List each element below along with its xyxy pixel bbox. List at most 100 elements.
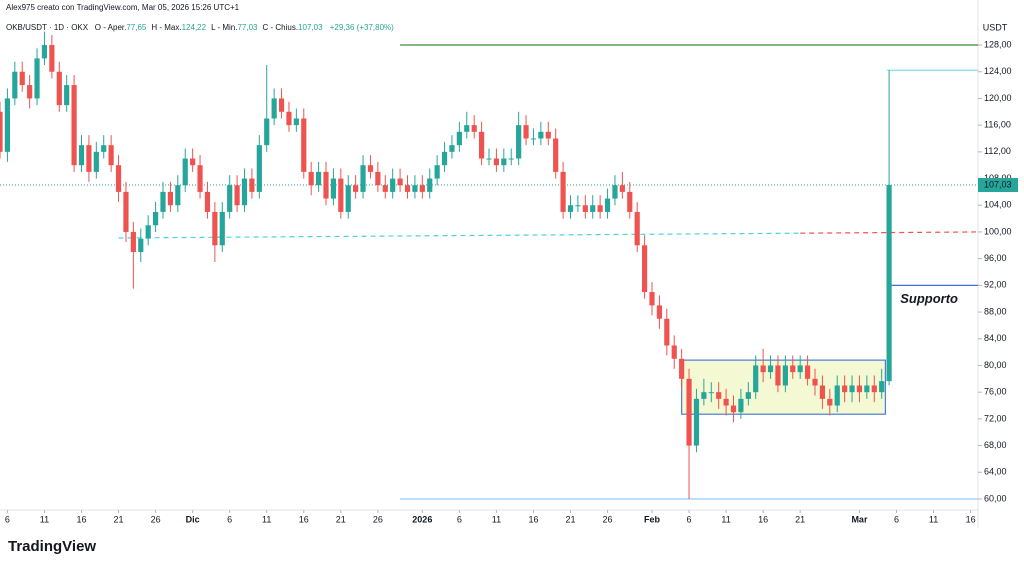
y-tick-label: 124,00 [984, 66, 1012, 76]
candle-body [871, 385, 877, 393]
candle-body [686, 378, 692, 446]
candle-body [486, 158, 492, 160]
x-tick-label: 26 [603, 514, 613, 524]
candle-body [538, 131, 544, 139]
y-tick-label: 120,00 [984, 93, 1012, 103]
candle-body [175, 185, 181, 206]
candle-body [78, 145, 85, 166]
candle-body [723, 398, 729, 406]
x-tick-label: 21 [336, 514, 346, 524]
legend: OKB/USDT · 1D · OKX O - Aper.77,65 H - Ma… [6, 23, 399, 32]
trend-line [118, 232, 801, 239]
candle-body [375, 171, 381, 186]
candle-body [471, 125, 477, 132]
candle-body [634, 211, 640, 246]
candle-body [64, 85, 70, 106]
x-tick-label: 6 [687, 514, 692, 524]
candle-body [234, 185, 240, 206]
candle-body [419, 185, 425, 192]
x-tick-label: 11 [40, 514, 49, 524]
candle-body [775, 365, 781, 386]
y-tick-label: 96,00 [984, 253, 1007, 263]
unit: USDT [983, 22, 1008, 32]
candle-body [649, 292, 655, 306]
candle-body [93, 151, 99, 172]
x-tick-label: 16 [76, 514, 86, 524]
candle-body [879, 381, 885, 393]
x-tick-label: Feb [644, 514, 661, 524]
y-tick-label: 68,00 [984, 440, 1007, 450]
candle-body [367, 165, 374, 172]
candle-body [12, 71, 18, 99]
candle-body [34, 58, 40, 99]
candle-body [449, 145, 455, 152]
y-tick-label: 64,00 [984, 467, 1007, 477]
candle-body [441, 151, 448, 166]
candle-body [212, 211, 218, 246]
candle-body [478, 131, 485, 159]
y-tick-label: 116,00 [984, 120, 1011, 130]
candle-body [523, 125, 529, 139]
x-tick-label: 6 [227, 514, 232, 524]
y-tick-label: 100,00 [984, 226, 1012, 236]
legend-key: L - Min. [211, 23, 238, 32]
candle-body [360, 165, 366, 192]
x-tick-label: 16 [966, 514, 976, 524]
candle-body [412, 185, 418, 192]
candle-body [797, 365, 803, 373]
y-tick-label: 80,00 [984, 360, 1007, 370]
y-tick-label: 92,00 [984, 280, 1007, 290]
x-tick-label: 2026 [412, 514, 432, 524]
y-tick-label: 88,00 [984, 306, 1007, 316]
x-tick-label: 16 [299, 514, 309, 524]
legend-value: 77,03 [237, 23, 258, 32]
candle-body [819, 385, 826, 399]
x-tick-label: Dic [186, 514, 200, 524]
candle-body [56, 71, 62, 106]
legend-key: C - Chius. [262, 23, 299, 32]
logo: TradingView [8, 538, 97, 555]
candle-body [671, 345, 677, 359]
candle-body [278, 98, 285, 112]
y-tick-label: 128,00 [984, 39, 1012, 49]
candle-body [138, 238, 144, 252]
x-tick-label: 21 [565, 514, 575, 524]
candle-body [190, 158, 196, 166]
y-tick-label: 104,00 [984, 200, 1012, 210]
candle-body [27, 85, 33, 99]
legend-key: H - Max. [151, 23, 182, 32]
candle-body [323, 171, 329, 199]
candle-body [434, 165, 440, 179]
candle-body [4, 98, 11, 152]
last-price-label: 107,03 [984, 179, 1012, 189]
candle-body [627, 191, 633, 212]
candle-body [0, 111, 3, 152]
candle-body [249, 178, 255, 192]
candle-body [493, 158, 500, 166]
candle-body [264, 118, 270, 146]
last-price-box [978, 178, 1018, 193]
candle-body [49, 45, 55, 72]
candle-body [745, 392, 751, 399]
candle-body [641, 245, 648, 293]
candle-body [152, 211, 159, 226]
candle-body [338, 178, 344, 212]
candle-body [567, 205, 574, 212]
x-tick-label: 26 [373, 514, 383, 524]
x-tick-label: 26 [151, 514, 161, 524]
candle-body [123, 191, 129, 232]
candle-body [145, 225, 151, 239]
y-tick-label: 60,00 [984, 493, 1007, 503]
candle-body [582, 205, 588, 212]
candle-body [160, 191, 166, 212]
candle-body [256, 145, 262, 192]
candle-body [130, 231, 136, 252]
candle-body [590, 205, 596, 212]
candle-body [782, 365, 788, 386]
symbol: OKB/USDT · 1D · OKX [6, 23, 89, 32]
x-tick-label: 6 [5, 514, 10, 524]
candle-body [227, 185, 233, 212]
y-tick-label: 108,00 [984, 173, 1012, 183]
x-tick-label: 21 [795, 514, 805, 524]
